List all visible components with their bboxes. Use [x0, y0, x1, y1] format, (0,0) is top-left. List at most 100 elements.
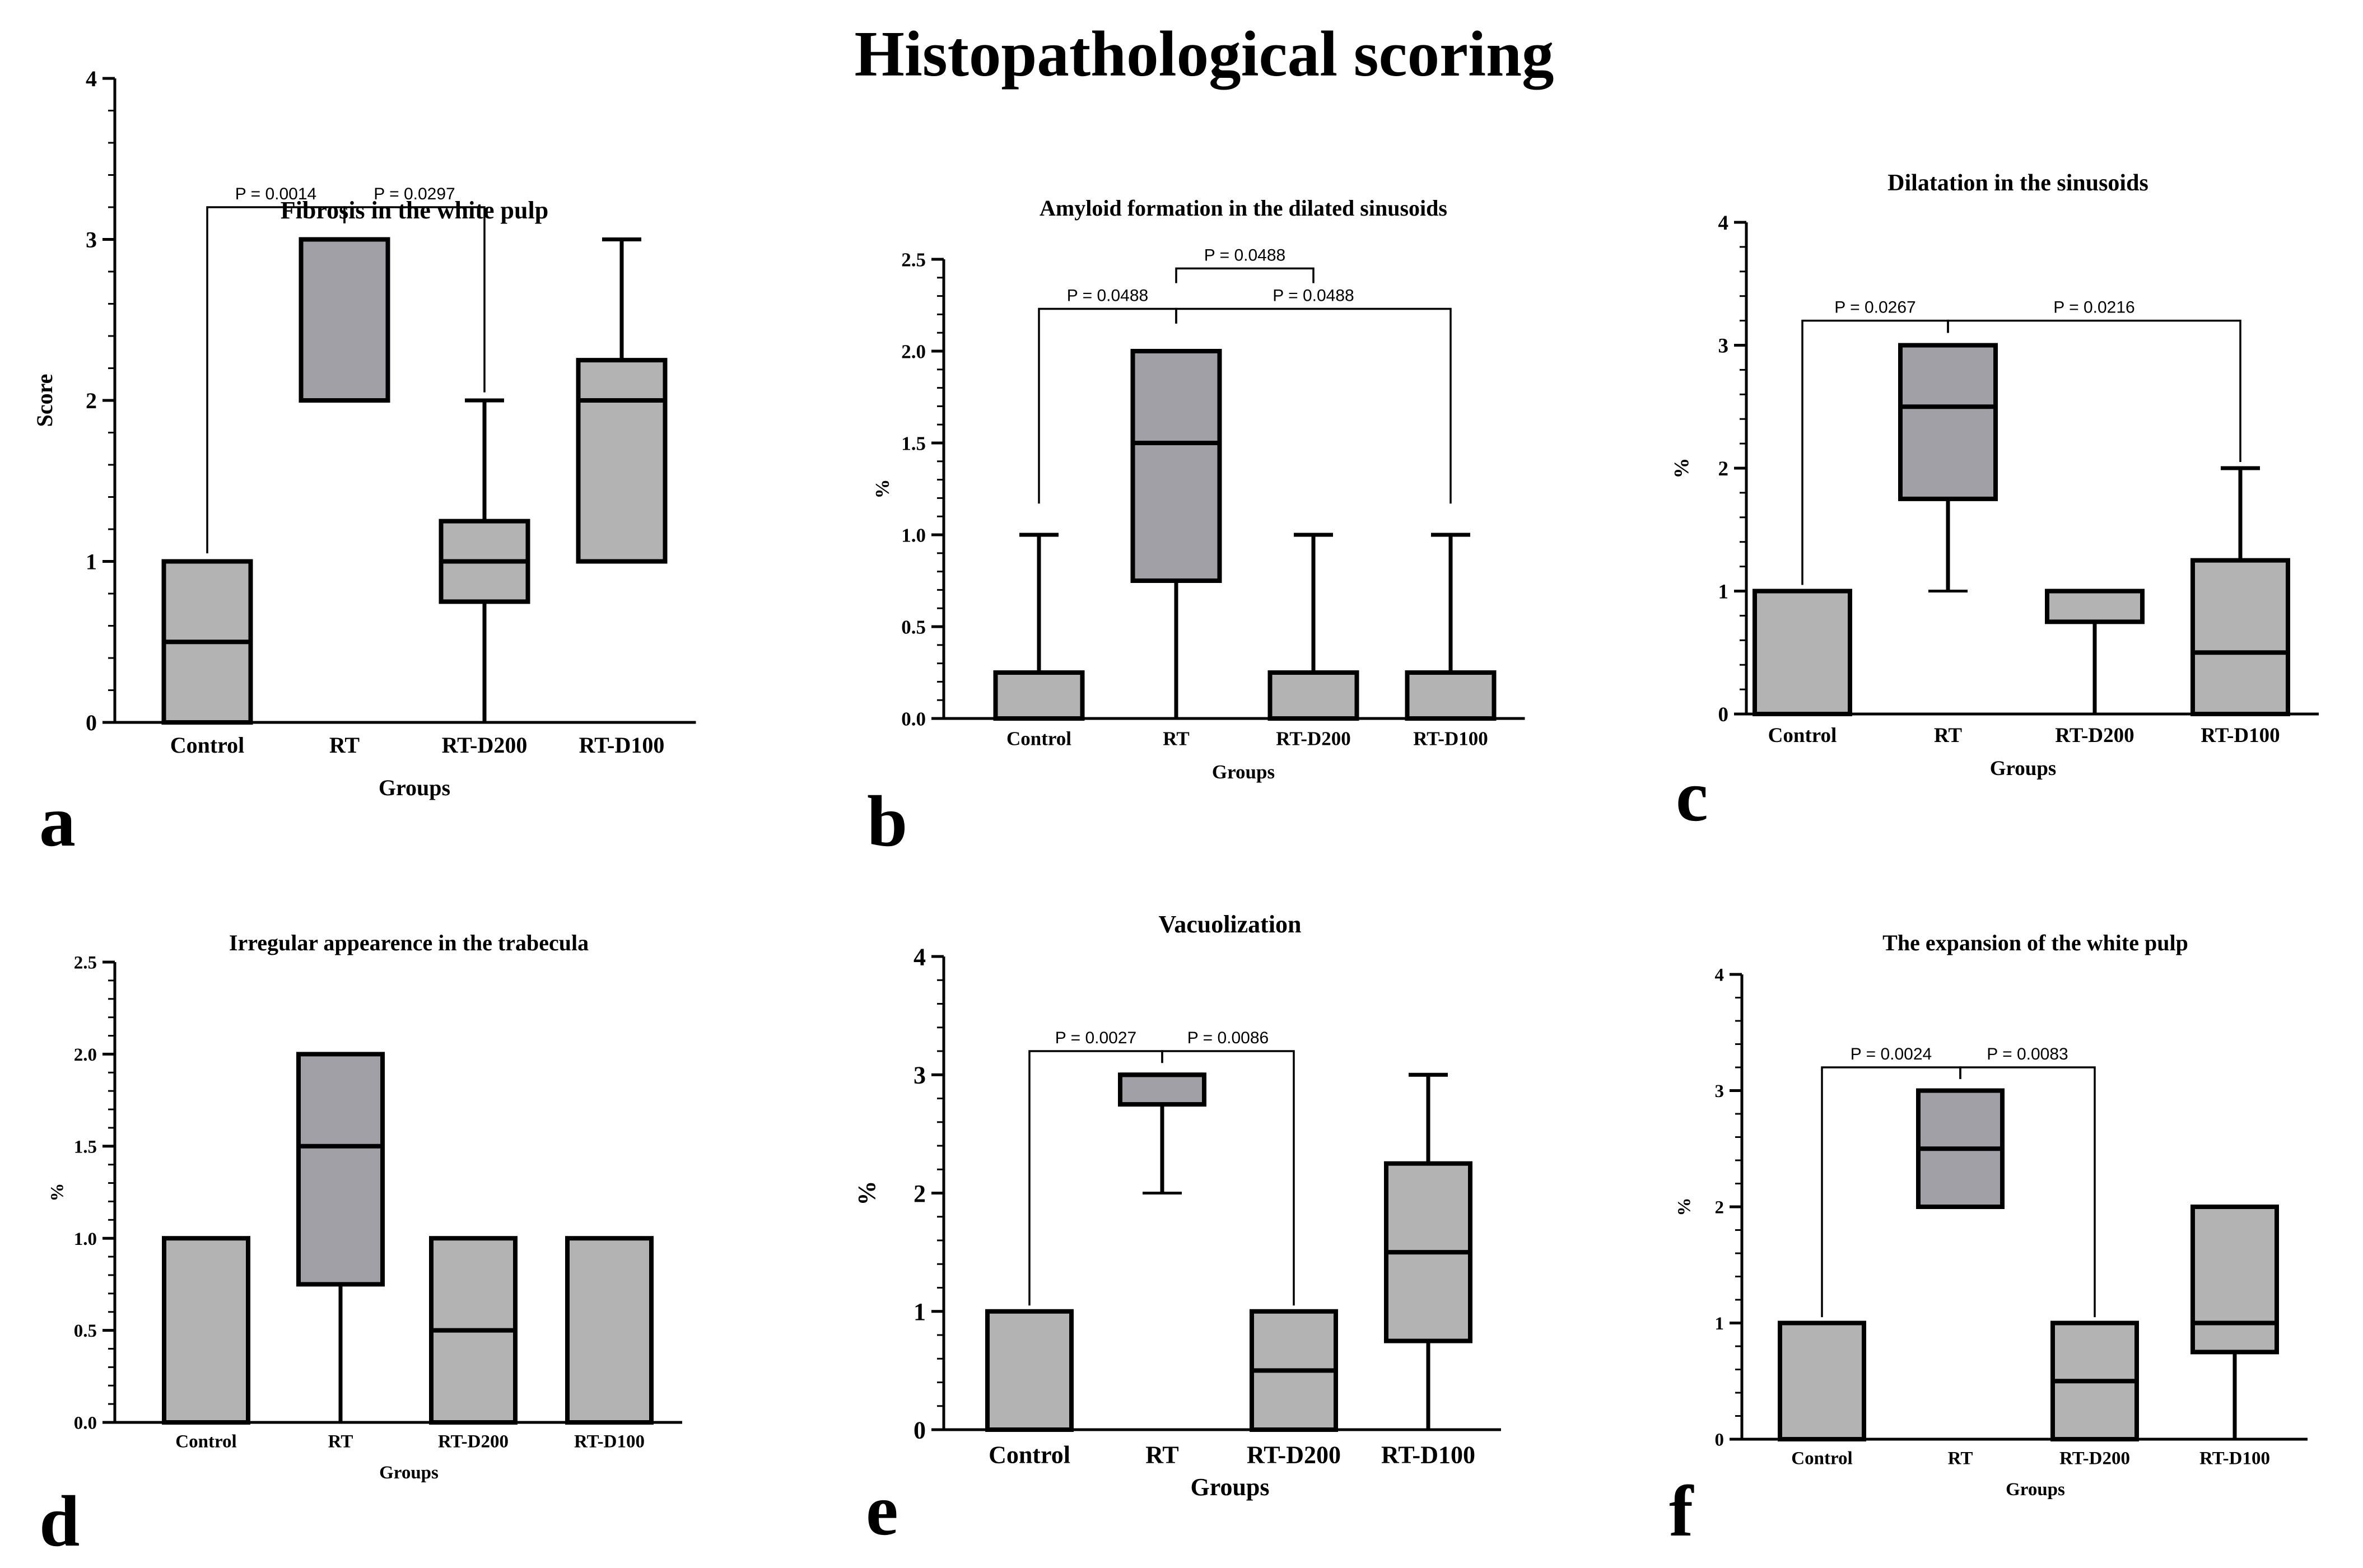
x-category-label: RT-D200 [438, 1432, 509, 1452]
p-value-label: P = 0.0086 [1187, 1029, 1269, 1047]
y-axis-label: Score [32, 374, 57, 427]
x-category-label: RT-D100 [1413, 727, 1488, 749]
y-tick-label: 2 [86, 388, 97, 413]
x-category-label: RT-D200 [1247, 1441, 1341, 1468]
p-value-label: P = 0.0083 [1987, 1045, 2068, 1063]
box-rt-d200 [1250, 1309, 1338, 1432]
x-category-label: RT-D100 [2201, 724, 2280, 747]
panels-container: Fibrosis in the white pulp 0 1 2 3 4 Score Grou… [32, 66, 2319, 1562]
y-tick-label: 2.5 [901, 249, 926, 270]
p-value-label: P = 0.0024 [1851, 1045, 1932, 1063]
y-tick-label: 0 [1718, 703, 1729, 726]
y-tick-label: 0 [913, 1416, 926, 1444]
panel-d: Irregular appearence in the trabecula 0.0… [39, 930, 682, 1562]
y-tick-label: 3 [1718, 334, 1729, 357]
box-iqr [576, 358, 668, 564]
box-rt-d200 [439, 398, 530, 724]
x-axis-label: Groups [379, 1463, 439, 1483]
x-category-label: RT-D200 [442, 732, 528, 758]
box-iqr [1753, 589, 1852, 716]
panel-letter: c [1676, 756, 1708, 837]
panel-letter: a [39, 781, 76, 862]
p-value-label: P = 0.0297 [374, 185, 455, 203]
y-tick-label: 4 [1718, 212, 1729, 235]
significance-bracket: P = 0.0488 [1175, 246, 1315, 283]
panel-c: Dilatation in the sinusoids 0 1 2 3 4% Groups C… [1670, 170, 2319, 837]
bracket-line [1175, 307, 1452, 504]
x-category-label: RT-D100 [1381, 1441, 1475, 1468]
y-axis-label: % [853, 1181, 880, 1206]
y-tick-label: 1 [913, 1298, 926, 1326]
significance-bracket: P = 0.0216 [1947, 298, 2241, 463]
box-rt [299, 237, 390, 403]
box-rt-d100 [565, 1236, 654, 1425]
box-rt [296, 1052, 385, 1424]
box-rt-d100 [2190, 1205, 2279, 1441]
y-axis-label: % [871, 479, 893, 499]
box-iqr [2190, 558, 2290, 716]
p-value-label: P = 0.0488 [1204, 246, 1285, 264]
panel-a: Fibrosis in the white pulp 0 1 2 3 4 Score Grou… [32, 66, 696, 862]
y-tick-label: 1 [86, 549, 97, 575]
y-tick-label: 0.5 [74, 1321, 97, 1341]
x-axis-label: Groups [1990, 757, 2057, 780]
box-iqr [1778, 1320, 1866, 1441]
y-axis-label: % [1670, 458, 1693, 479]
x-axis-label: Groups [2006, 1480, 2065, 1500]
x-category-label: Control [989, 1441, 1070, 1468]
panel-title: Irregular appearence in the trabecula [229, 930, 589, 955]
p-value-label: P = 0.0267 [1834, 298, 1915, 317]
y-tick-label: 0 [86, 710, 97, 735]
panel-f: The expansion of the white pulp 0 1 2 3 4% Gro… [1669, 930, 2308, 1552]
box-rt-d100 [1405, 533, 1497, 721]
x-category-label: RT-D200 [1276, 727, 1351, 749]
y-tick-label: 3 [913, 1062, 926, 1089]
box-rt-d200 [1267, 533, 1359, 721]
y-axis-label: % [1675, 1198, 1695, 1216]
p-value-label: P = 0.0027 [1055, 1029, 1136, 1047]
y-tick-label: 1.0 [901, 524, 926, 546]
bracket-line [1947, 319, 2241, 463]
x-category-label: Control [170, 732, 245, 758]
p-value-label: P = 0.0014 [235, 185, 316, 203]
box-iqr [162, 1236, 250, 1425]
x-category-label: RT [1948, 1449, 1973, 1469]
x-category-label: RT-D100 [579, 732, 665, 758]
box-control [1778, 1320, 1866, 1441]
significance-bracket: P = 0.0086 [1161, 1029, 1295, 1306]
box-rt [1118, 1072, 1206, 1194]
significance-bracket: P = 0.0488 [1175, 287, 1452, 504]
panel-e: Vacuolization 0 1 2 3 4% Groups Control RT RT-D20… [853, 911, 1501, 1551]
box-iqr [1118, 1072, 1206, 1107]
x-category-label: RT [1145, 1441, 1179, 1468]
bracket-line [1175, 267, 1315, 283]
x-category-label: RT [329, 732, 360, 758]
y-tick-label: 3 [1715, 1081, 1725, 1102]
panel-title: Vacuolization [1158, 911, 1301, 938]
y-tick-label: 1 [1715, 1314, 1725, 1334]
x-axis-label: Groups [1190, 1473, 1269, 1501]
box-control [161, 559, 253, 725]
bracket-line [343, 206, 486, 393]
panel-title: The expansion of the white pulp [1882, 930, 2188, 955]
panel-b: Amyloid formation in the dilated sinusoi… [867, 195, 1525, 862]
panel-letter: e [866, 1470, 898, 1551]
box-rt [1898, 343, 1998, 592]
significance-bracket: P = 0.0297 [343, 185, 486, 393]
x-category-label: RT [328, 1432, 353, 1452]
y-tick-label: 0.5 [901, 616, 926, 638]
box-rt-d200 [2050, 1320, 2139, 1441]
y-tick-label: 2.0 [74, 1045, 97, 1065]
x-category-label: RT-D200 [2055, 724, 2134, 747]
box-rt-d200 [429, 1236, 518, 1425]
box-iqr [565, 1236, 654, 1425]
y-tick-label: 1 [1718, 580, 1729, 603]
box-control [993, 533, 1085, 721]
box-iqr [296, 1052, 385, 1287]
box-rt-d100 [2190, 466, 2290, 716]
x-category-label: RT-D200 [2059, 1449, 2130, 1469]
p-value-label: P = 0.0216 [2053, 298, 2134, 317]
box-iqr [1267, 670, 1359, 721]
